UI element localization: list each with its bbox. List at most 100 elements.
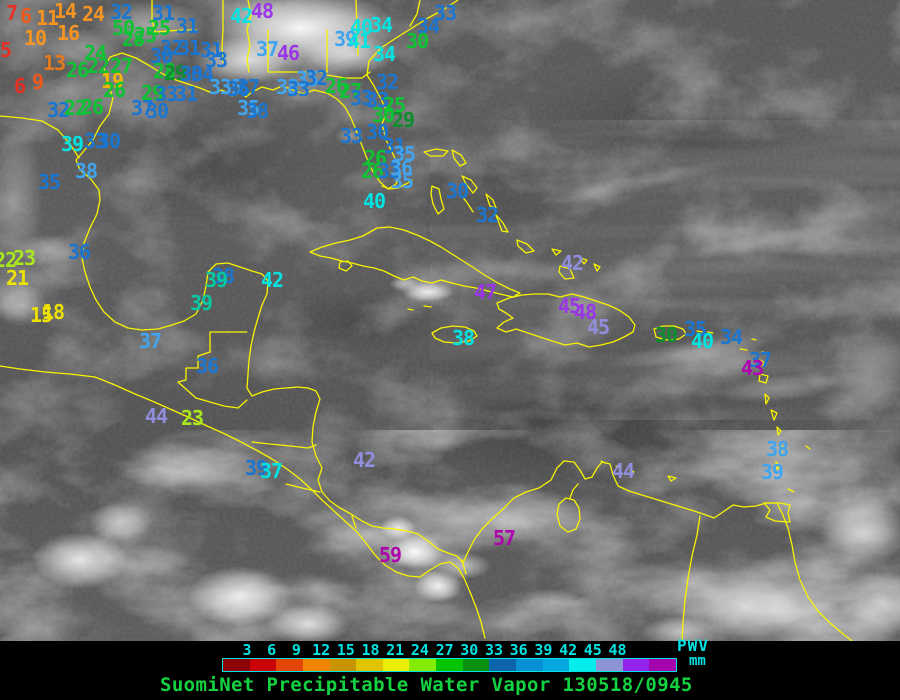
colorbar-segment <box>542 659 570 671</box>
satellite-image <box>0 0 900 641</box>
station-value: 30 <box>98 129 121 153</box>
legend-tick: 9 <box>291 641 301 659</box>
station-value: 33 <box>378 159 401 183</box>
station-value: 24 <box>84 41 107 65</box>
station-value: 38 <box>276 75 299 99</box>
station-value: 31 <box>175 82 198 106</box>
station-value: 42 <box>561 251 584 275</box>
station-value: 44 <box>145 404 168 428</box>
station-value: 30 <box>406 29 429 53</box>
station-value: 39 <box>334 27 357 51</box>
station-value: 30 <box>180 62 203 86</box>
station-value: 42 <box>230 4 253 28</box>
station-value: 32 <box>110 0 133 24</box>
station-value: 26 <box>81 95 104 119</box>
station-value: 32 <box>376 70 399 94</box>
station-value: 15 <box>30 303 53 327</box>
legend-tick: 36 <box>509 641 528 659</box>
station-value: 37 <box>256 37 279 61</box>
station-value: 39 <box>205 268 228 292</box>
colorbar-segment <box>329 659 357 671</box>
colorbar-segment <box>622 659 650 671</box>
station-value: 57 <box>493 526 516 550</box>
pwv-label: PWV <box>677 636 709 655</box>
station-value: 33 <box>155 82 178 106</box>
colorbar-segment <box>516 659 543 671</box>
station-value: 33 <box>205 48 228 72</box>
colorbar-segment <box>489 659 517 671</box>
pwv-colorbar <box>222 658 677 672</box>
station-value: 31 <box>383 134 406 158</box>
station-value: 26 <box>66 58 89 82</box>
legend-tick: 24 <box>410 641 429 659</box>
units-label: mm <box>689 653 706 669</box>
station-value: 6 <box>14 74 26 98</box>
station-value: 39 <box>61 132 84 156</box>
station-value: 33 <box>84 129 107 153</box>
legend-tick: 15 <box>336 641 355 659</box>
station-value: 26 <box>103 78 126 102</box>
legend-tick: 39 <box>534 641 553 659</box>
coastlines <box>0 0 853 641</box>
station-value: 25 <box>134 23 157 47</box>
legend-tick: 33 <box>484 641 504 659</box>
station-value: 33 <box>350 86 373 110</box>
station-value: 41 <box>348 29 371 53</box>
colorbar-segment <box>409 659 437 671</box>
station-value: 30 <box>655 323 678 347</box>
station-value: 31 <box>178 36 201 60</box>
legend-tick: 27 <box>435 641 454 659</box>
station-value: 30 <box>150 44 173 68</box>
station-value: 29 <box>392 108 415 132</box>
station-value: 10 <box>24 26 47 50</box>
station-value: 35 <box>391 169 414 193</box>
station-value: 22 <box>0 248 17 272</box>
station-value: 39 <box>190 291 213 315</box>
station-value: 24 <box>82 2 105 26</box>
station-value: 31 <box>152 1 175 25</box>
station-value: 14 <box>54 0 77 23</box>
station-value: 30 <box>372 103 395 127</box>
station-value: 30 <box>446 179 469 203</box>
station-value: 9 <box>32 70 44 94</box>
station-value: 35 <box>220 75 243 99</box>
station-value: 28 <box>122 27 145 51</box>
colorbar-segment <box>249 659 277 671</box>
station-value: 36 <box>227 77 250 101</box>
station-value: 33 <box>340 124 363 148</box>
legend-tick: 12 <box>312 641 331 659</box>
station-value: 35 <box>296 67 319 91</box>
station-value: 16 <box>57 21 80 45</box>
station-values-layer: 7 6 11 14 24 16 10 5 13 6 9 26 24 22 27 19 26 32 22 26 50 32 2… <box>0 0 789 567</box>
station-value: 36 <box>390 156 413 180</box>
station-value: 39 <box>245 456 268 480</box>
colorbar-segment <box>223 659 250 671</box>
station-value: 29 <box>164 61 187 85</box>
station-value: 35 <box>237 96 260 120</box>
station-value: 25 <box>383 93 406 117</box>
colorbar-segment <box>276 659 303 671</box>
station-value: 38 <box>212 264 235 288</box>
station-value: 32 <box>47 98 70 122</box>
legend-tick: 18 <box>361 641 380 659</box>
station-value: 26 <box>325 74 348 98</box>
station-value: 59 <box>379 543 402 567</box>
colorbar-segment <box>302 659 330 671</box>
station-value: 13 <box>43 51 66 75</box>
station-value: 11 <box>36 6 59 30</box>
station-value: 33 <box>366 88 389 112</box>
colorbar-segment <box>462 659 490 671</box>
station-value: 43 <box>741 356 764 380</box>
station-value: 37 <box>131 96 154 120</box>
station-value: 50 <box>112 16 135 40</box>
station-value: 32 <box>305 66 328 90</box>
legend-tick: 42 <box>559 641 578 659</box>
legend-tick: 21 <box>386 641 405 659</box>
station-value: 23 <box>13 246 36 270</box>
station-value: 31 <box>176 14 199 38</box>
station-value: 46 <box>277 41 300 65</box>
station-value: 37 <box>749 348 772 372</box>
legend-tick: 45 <box>583 641 602 659</box>
station-value: 35 <box>38 170 61 194</box>
